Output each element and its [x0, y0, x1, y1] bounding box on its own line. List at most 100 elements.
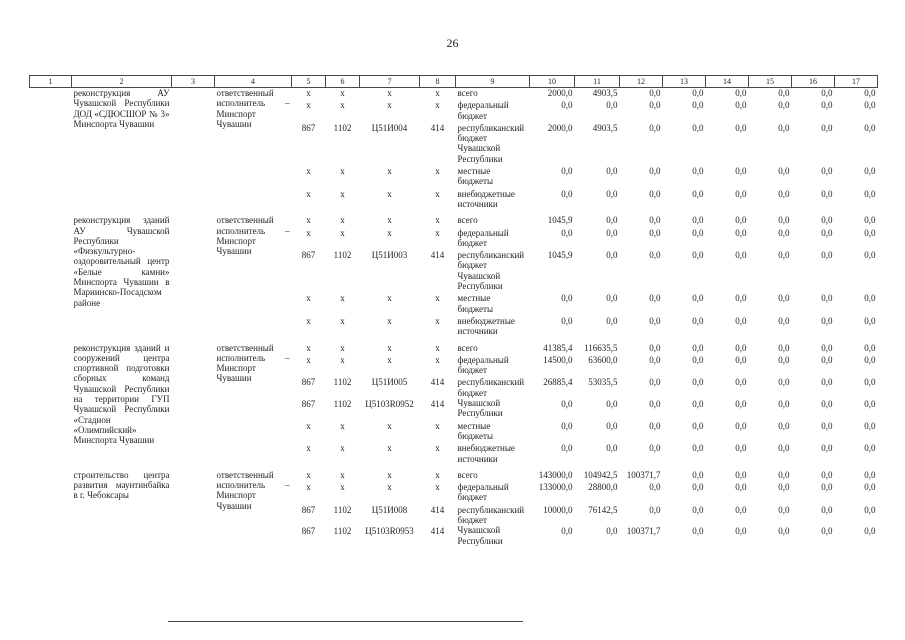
amount-cell: 0,0 — [561, 315, 573, 326]
budget-code-cell: х — [306, 443, 311, 454]
funding-source-label: внебюджетные источники — [457, 188, 515, 209]
amount-cell: 1045,9 — [547, 215, 573, 226]
budget-code-cell: х — [340, 100, 345, 111]
amount-cell: 0,0 — [778, 188, 790, 199]
amount-cell: 76142,5 — [588, 504, 618, 515]
amount-cell: 0,0 — [778, 88, 790, 98]
amount-cell: 100371,7 — [626, 469, 661, 480]
spacer-cell — [172, 343, 215, 464]
spacer-cell — [172, 470, 215, 546]
amount-cell: 0,0 — [649, 420, 661, 431]
amount-cell: 0,0 — [864, 526, 876, 537]
budget-code-cell: х — [435, 354, 440, 365]
funding-source-label: внебюджетные источники — [457, 443, 515, 464]
column-number: 5 — [291, 75, 326, 88]
budget-code-cell: х — [435, 420, 440, 431]
amount-cell: 116635,5 — [584, 342, 618, 353]
amount-cell: 0,0 — [864, 354, 876, 365]
amount-cell: 0,0 — [561, 188, 573, 199]
budget-code-cell: х — [435, 88, 440, 98]
budget-code-cell: х — [306, 342, 311, 353]
amount-cell: 0,0 — [821, 354, 833, 365]
budget-code-cell: х — [435, 342, 440, 353]
budget-code-cell: Ц51И005 — [371, 377, 408, 388]
row-number-cell — [30, 88, 72, 210]
amount-cell: 2000,0 — [547, 122, 573, 133]
budget-code-cell: х — [387, 469, 392, 480]
amount-cell: 0,0 — [692, 526, 704, 537]
budget-code-cell: 867 — [301, 526, 316, 537]
budget-line-row: 867 1102 Ц51И003 414 республиканский бюджет … — [30, 248, 878, 291]
amount-cell: 0,0 — [778, 354, 790, 365]
amount-cell: 0,0 — [561, 166, 573, 177]
budget-line-row: х х х х местные бюджеты 0,0 0,0 0,0 0,0 0,0 0,0 0,0… — [30, 291, 878, 314]
amount-cell: 0,0 — [692, 469, 704, 480]
budget-code-cell: 1102 — [333, 250, 352, 261]
budget-code-cell: х — [306, 293, 311, 304]
amount-cell: 0,0 — [561, 293, 573, 304]
budget-code-cell: х — [340, 443, 345, 454]
budget-line-row: х х х х местные бюджеты 0,0 0,0 0,0 0,0 0,0 0,0 0,0… — [30, 164, 878, 187]
amount-cell: 0,0 — [735, 293, 747, 304]
project-name: реконструкция АУ Чувашской Республики ДО… — [73, 88, 170, 129]
amount-cell: 0,0 — [778, 443, 790, 454]
budget-line-row: х х х х местные бюджеты 0,0 0,0 0,0 0,0 0,0 0,0 0,0… — [30, 419, 878, 442]
amount-cell: 26885,4 — [543, 377, 573, 388]
amount-cell: 0,0 — [778, 122, 790, 133]
amount-cell: 0,0 — [735, 227, 747, 238]
amount-cell: 0,0 — [864, 504, 876, 515]
budget-code-cell: х — [435, 469, 440, 480]
column-numbers-row: 1 2 3 4 5 6 7 8 9 10 11 12 13 14 15 16 17 — [29, 75, 878, 88]
budget-line-row: х х х х внебюджетные источники 0,0 0,0 0,0 0,0 0,… — [30, 187, 878, 210]
funding-source-label: федеральный бюджет — [457, 227, 509, 248]
amount-cell: 100371,7 — [626, 526, 661, 537]
budget-code-cell: 414 — [430, 377, 445, 388]
budget-code-cell: х — [340, 469, 345, 480]
budget-code-cell: х — [387, 227, 392, 238]
column-number: 16 — [791, 75, 835, 88]
amount-cell: 4903,5 — [592, 122, 618, 133]
amount-cell: 0,0 — [561, 526, 573, 537]
amount-cell: 0,0 — [821, 504, 833, 515]
budget-code-cell: х — [306, 420, 311, 431]
amount-cell: 0,0 — [649, 88, 661, 98]
amount-cell: 0,0 — [864, 293, 876, 304]
amount-cell: 0,0 — [864, 315, 876, 326]
budget-code-cell: х — [306, 469, 311, 480]
amount-cell: 0,0 — [692, 443, 704, 454]
funding-source-label: местные бюджеты — [457, 420, 494, 441]
amount-cell: 0,0 — [606, 293, 618, 304]
amount-cell: 0,0 — [606, 250, 618, 261]
amount-cell: 0,0 — [692, 342, 704, 353]
budget-code-cell: х — [340, 166, 345, 177]
budget-code-cell: х — [306, 215, 311, 226]
budget-code-cell: 414 — [430, 526, 445, 537]
budget-code-cell: х — [387, 188, 392, 199]
budget-code-cell: х — [387, 293, 392, 304]
responsible-executor: ответственный исполнитель – Минспорт Чув… — [216, 469, 290, 511]
amount-cell: 0,0 — [778, 215, 790, 226]
column-number: 9 — [455, 75, 530, 88]
budget-code-cell: 1102 — [333, 504, 352, 515]
funding-source-label: республиканский бюджет Чувашской Республ… — [457, 122, 525, 164]
funding-source-label: федеральный бюджет — [457, 354, 509, 376]
amount-cell: 0,0 — [606, 166, 618, 177]
amount-cell: 0,0 — [692, 188, 704, 199]
amount-cell: 0,0 — [692, 100, 704, 111]
amount-cell: 0,0 — [692, 420, 704, 431]
funding-source-label: всего — [457, 342, 478, 353]
budget-code-cell: х — [306, 100, 311, 111]
column-number: 12 — [619, 75, 663, 88]
budget-line-row: х х х х внебюджетные источники 0,0 0,0 0,0 0,0 0,… — [30, 314, 878, 337]
amount-cell: 10000,0 — [543, 504, 573, 515]
budget-code-cell: х — [435, 293, 440, 304]
amount-cell: 0,0 — [692, 315, 704, 326]
amount-cell: 0,0 — [649, 100, 661, 111]
amount-cell: 0,0 — [735, 100, 747, 111]
amount-cell: 4903,5 — [592, 88, 618, 98]
column-number: 1 — [29, 75, 72, 88]
budget-code-cell: 867 — [301, 122, 316, 133]
funding-source-label: всего — [457, 469, 478, 480]
budget-code-cell: х — [340, 315, 345, 326]
budget-code-cell: х — [340, 227, 345, 238]
